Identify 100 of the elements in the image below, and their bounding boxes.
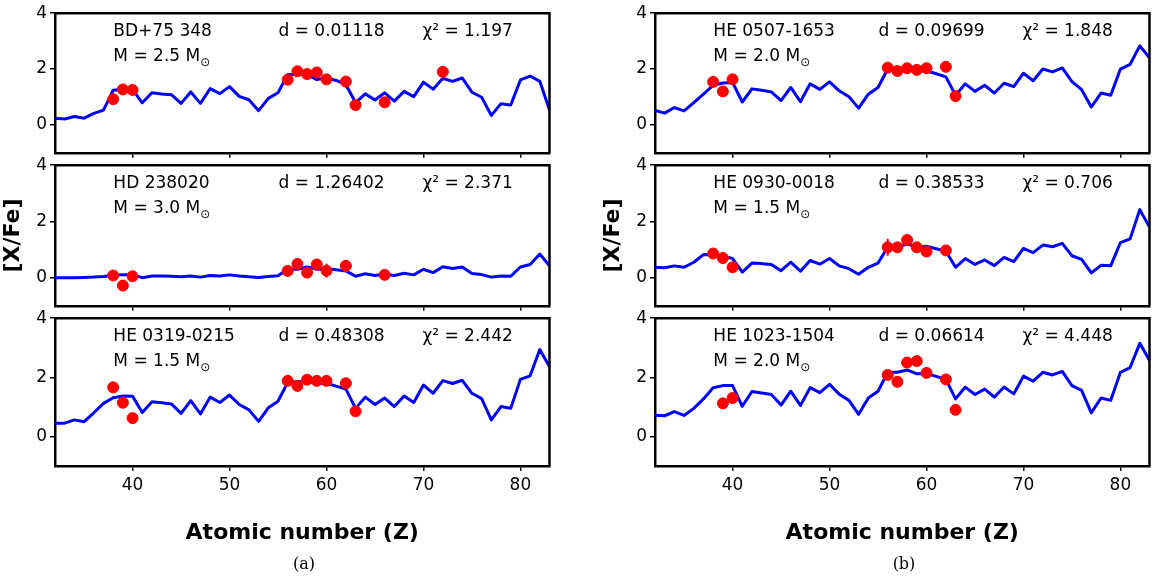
point — [126, 270, 139, 283]
point — [716, 252, 729, 264]
point — [116, 83, 129, 96]
text: (b) — [891, 554, 917, 573]
x-tick-label: 60 — [915, 473, 938, 494]
point — [281, 264, 294, 277]
annotation: M = 2.5 M⊙ — [113, 45, 211, 70]
y-tick-label: 0 — [36, 424, 47, 445]
annotation: M = 1.5 M⊙ — [713, 197, 811, 222]
point — [310, 258, 323, 271]
point — [126, 83, 139, 96]
y-tick-label: 2 — [36, 209, 47, 230]
point — [116, 279, 129, 292]
point — [939, 373, 952, 386]
y-tick-label: 2 — [636, 57, 647, 78]
y-tick-label: 0 — [636, 424, 647, 445]
point — [320, 374, 333, 387]
annotation: χ² = 2.442 — [422, 325, 513, 346]
point — [310, 374, 323, 387]
point — [881, 241, 894, 254]
point — [901, 62, 914, 75]
y-tick-label: 4 — [636, 306, 647, 327]
point — [378, 268, 391, 281]
annotation: M = 2.0 M⊙ — [713, 45, 811, 70]
y-tick-label: 4 — [636, 153, 647, 174]
annotation: d = 0.09699 — [878, 20, 985, 41]
point — [726, 73, 739, 86]
text: (a) — [292, 554, 316, 573]
point — [339, 259, 352, 272]
y-tick-label: 2 — [36, 365, 47, 386]
point — [301, 68, 314, 81]
x-tick-label: 50 — [818, 473, 841, 494]
annotation: d = 0.01118 — [278, 20, 385, 41]
point — [949, 90, 962, 103]
y-tick-label: 0 — [36, 113, 47, 134]
annotation: M = 1.5 M⊙ — [113, 350, 211, 375]
point — [707, 75, 720, 88]
point — [910, 241, 923, 254]
point — [920, 62, 933, 75]
y-tick-label: 2 — [636, 365, 647, 386]
annotation: d = 0.38533 — [878, 172, 985, 193]
point — [107, 269, 120, 282]
annotation: HD 238020 — [113, 172, 210, 193]
point — [881, 368, 894, 381]
point — [107, 381, 120, 394]
y-tick-label: 4 — [36, 153, 47, 174]
annotation: χ² = 1.848 — [1022, 20, 1113, 41]
annotation: χ² = 4.448 — [1022, 325, 1113, 346]
y-tick-label: 2 — [636, 209, 647, 230]
point — [726, 392, 739, 405]
point — [291, 379, 304, 392]
annotation: HE 0930-0018 — [713, 172, 835, 193]
annotation: d = 1.26402 — [278, 172, 385, 193]
y-axis-title: [X/Fe] — [598, 198, 624, 273]
annotation: d = 0.48308 — [278, 325, 385, 346]
point — [291, 65, 304, 78]
point — [349, 405, 362, 418]
annotation: d = 0.06614 — [878, 325, 985, 346]
point — [349, 99, 362, 112]
point — [436, 65, 449, 78]
point — [310, 66, 323, 79]
point — [126, 412, 139, 425]
point — [891, 241, 904, 254]
point — [281, 374, 294, 387]
annotation: M = 2.0 M⊙ — [713, 350, 811, 375]
annotation: HE 1023-1504 — [713, 325, 835, 346]
y-tick-label: 0 — [636, 266, 647, 287]
point — [339, 75, 352, 88]
annotation: HE 0507-1653 — [713, 20, 835, 41]
y-tick-label: 4 — [36, 306, 47, 327]
point — [281, 73, 294, 86]
point — [716, 85, 729, 98]
annotation: HE 0319-0215 — [113, 325, 235, 346]
annotation: χ² = 0.706 — [1022, 172, 1113, 193]
point — [910, 63, 923, 76]
point — [320, 73, 333, 86]
point — [891, 64, 904, 77]
point — [939, 244, 952, 257]
point — [920, 366, 933, 379]
point — [881, 61, 894, 74]
annotation: χ² = 2.371 — [422, 172, 513, 193]
point — [949, 403, 962, 416]
point — [901, 356, 914, 369]
point — [920, 245, 933, 258]
point — [378, 96, 391, 109]
x-tick-label: 50 — [218, 473, 241, 494]
point — [939, 60, 952, 73]
point — [716, 397, 729, 410]
annotation: M = 3.0 M⊙ — [113, 197, 211, 222]
annotation: χ² = 1.197 — [422, 20, 513, 41]
point — [707, 247, 720, 260]
x-tick-label: 80 — [509, 473, 532, 494]
point — [320, 264, 333, 277]
point — [891, 375, 904, 388]
y-tick-label: 0 — [636, 113, 647, 134]
y-tick-label: 0 — [36, 266, 47, 287]
x-axis-title: Atomic number (Z) — [185, 518, 419, 544]
y-tick-label: 4 — [636, 1, 647, 22]
annotation: BD+75 348 — [113, 20, 212, 41]
x-axis-title: Atomic number (Z) — [785, 518, 1019, 544]
